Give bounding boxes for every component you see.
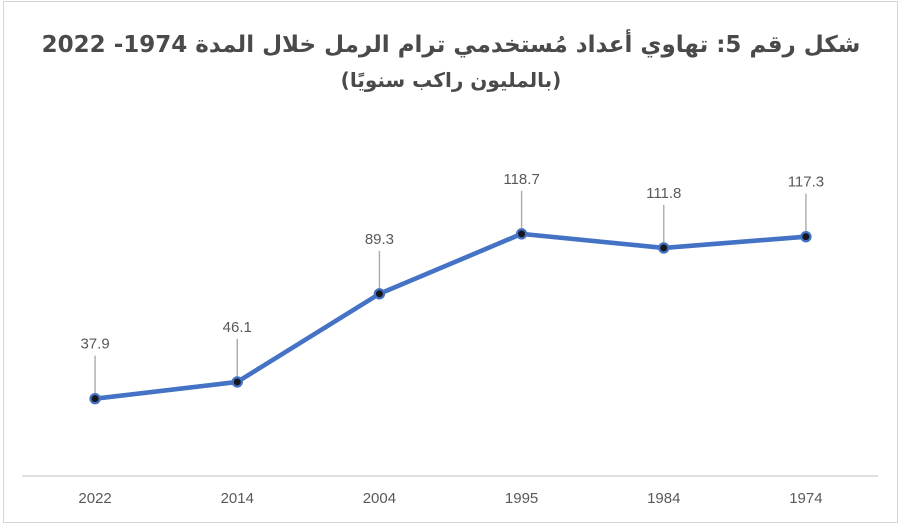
series-line [92,231,809,401]
data-point-value-label: 46.1 [223,319,252,336]
x-axis-category-label: 1984 [647,490,680,507]
data-point-value-label: 117.3 [788,174,824,191]
x-axis-category-label: 2004 [363,490,396,507]
chart-title-line2: (بالمليون راكب سنويًا) [340,68,562,92]
data-point-value-label: 89.3 [365,231,394,248]
data-point-value-label: 118.7 [503,171,539,188]
chart-title-line1: شكل رقم 5: تهاوي أعداد مُستخدمي ترام الر… [41,32,861,58]
x-axis-category-label: 1974 [789,490,822,507]
x-axis-category-label: 1995 [505,490,538,507]
data-point-marker [373,288,386,300]
chart-title: شكل رقم 5: تهاوي أعداد مُستخدمي ترام الر… [0,27,902,97]
x-axis-category-label: 2022 [78,490,111,507]
data-point-marker [89,392,101,405]
data-point-marker [800,231,812,243]
data-point-marker [231,376,243,388]
data-point-marker [658,242,670,254]
x-axis-category-label: 2014 [221,490,254,507]
data-point-value-label: 37.9 [80,336,109,353]
data-point-marker [515,228,528,240]
data-point-value-label: 111.8 [646,185,681,202]
